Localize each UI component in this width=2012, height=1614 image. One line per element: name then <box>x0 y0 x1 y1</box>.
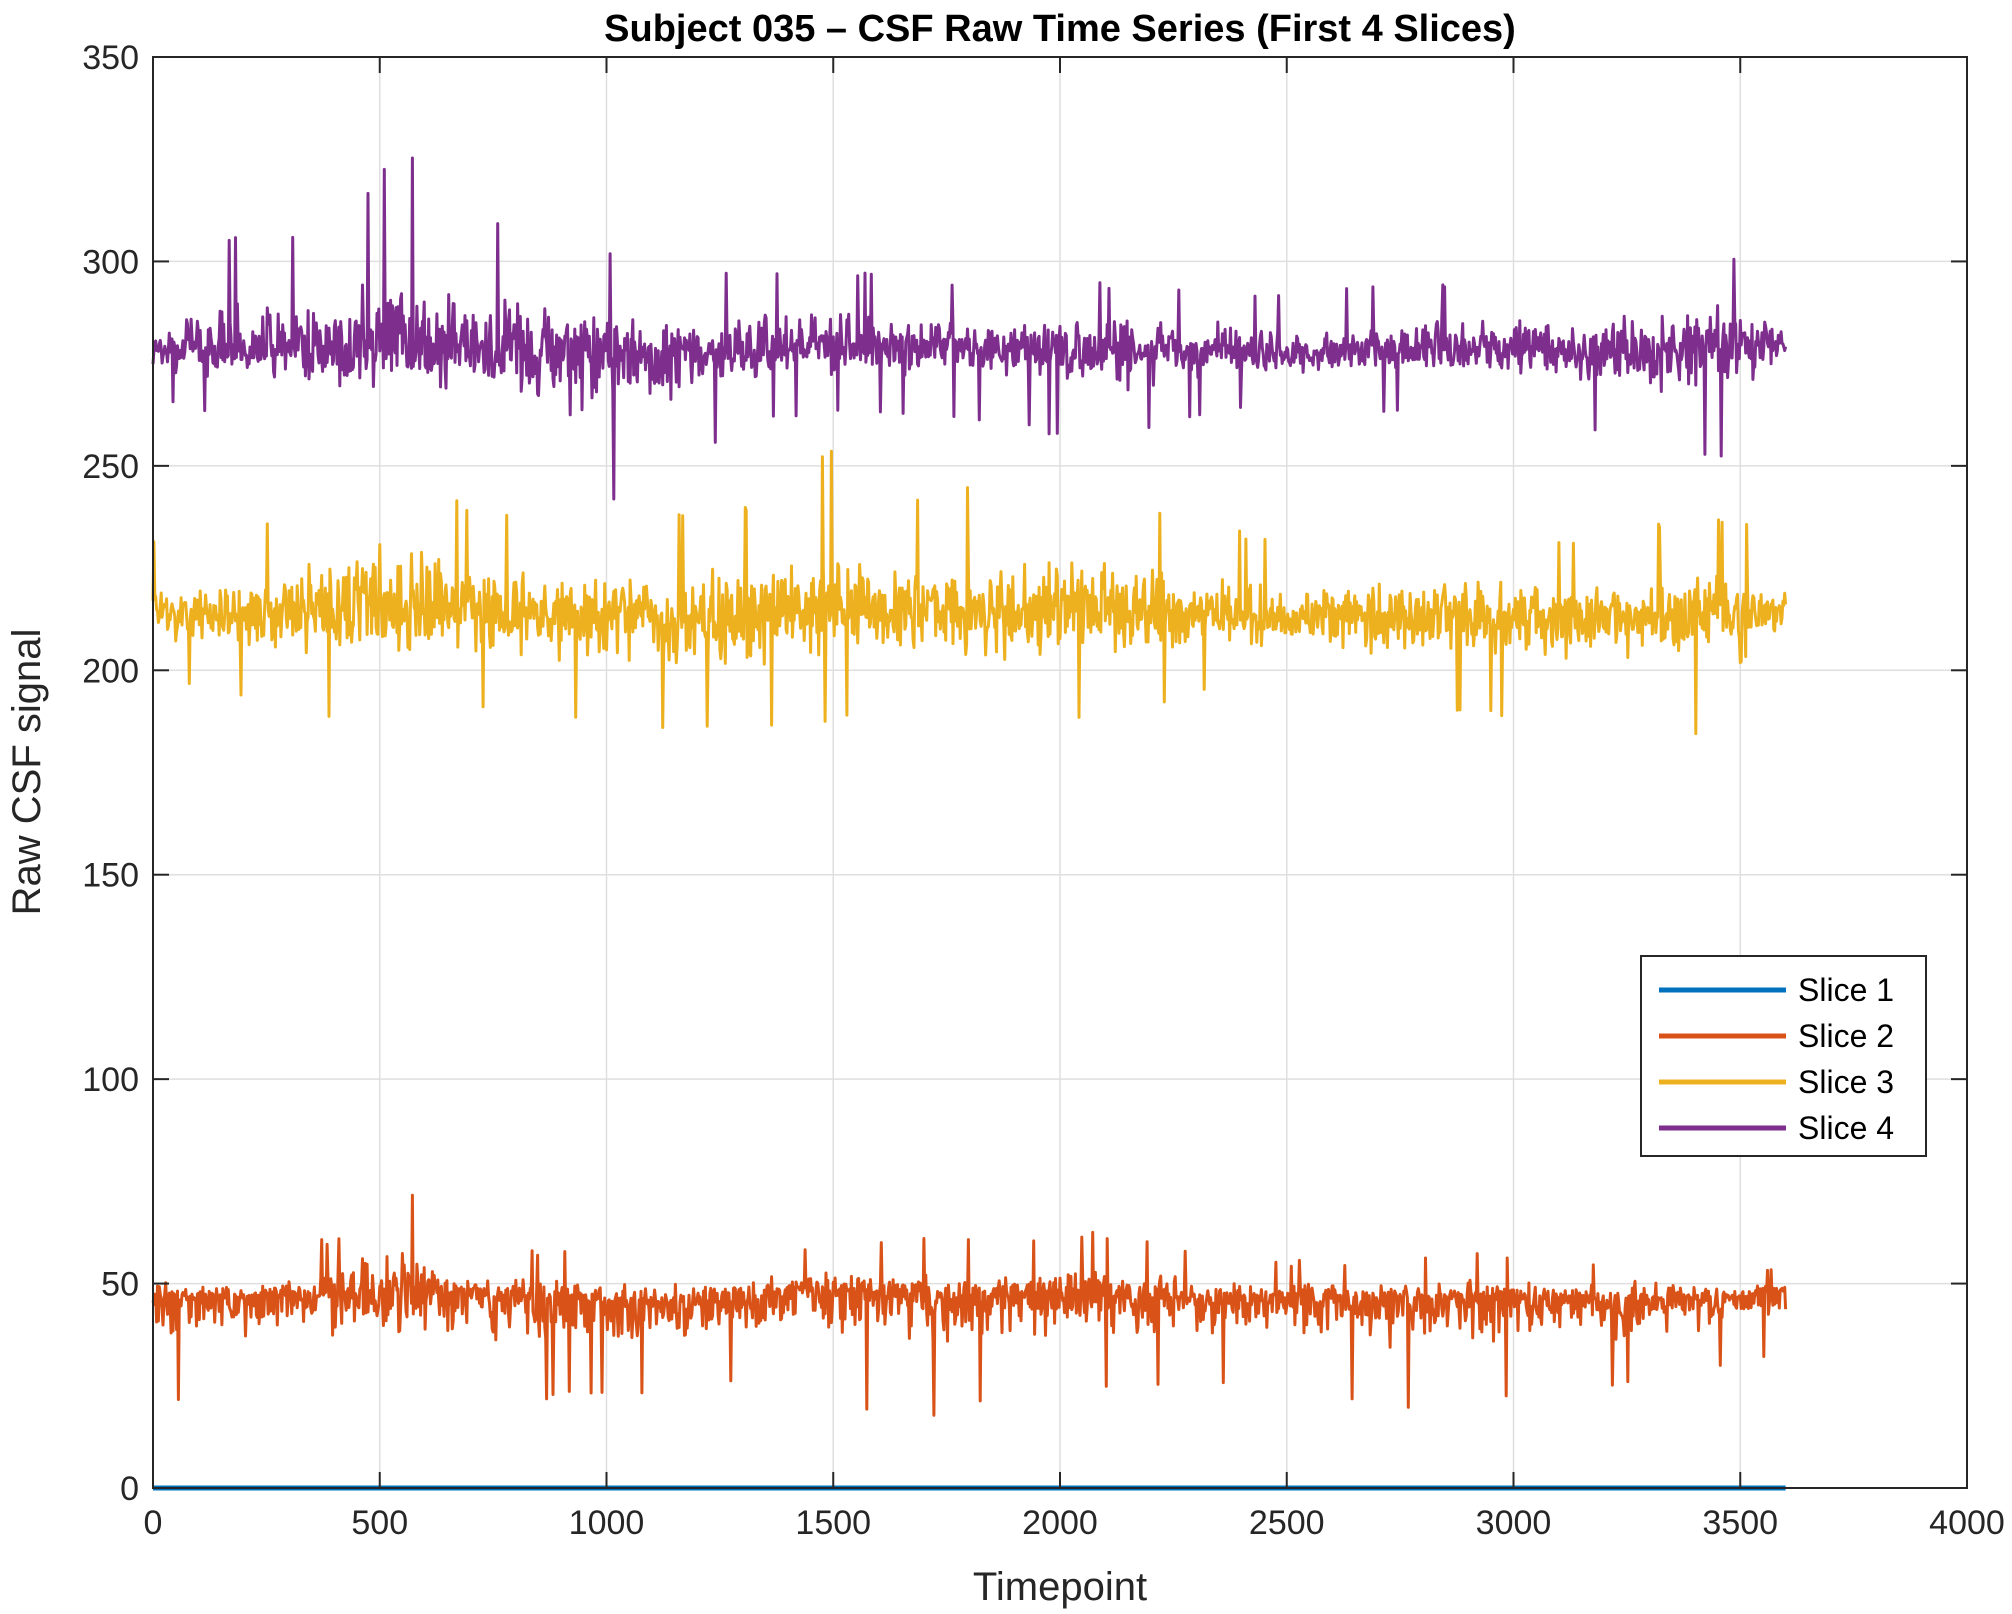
series-line-slice-4 <box>151 156 1788 501</box>
legend: Slice 1 Slice 2 Slice 3 Slice 4 <box>1640 955 1927 1157</box>
x-tick-label: 3000 <box>1476 1504 1552 1542</box>
y-tick-label: 100 <box>82 1061 139 1099</box>
x-tick-label: 4000 <box>1929 1504 2005 1542</box>
y-tick-label: 150 <box>82 857 139 895</box>
legend-label: Slice 4 <box>1798 1110 1894 1146</box>
legend-label: Slice 3 <box>1798 1064 1894 1100</box>
x-tick-label: 3500 <box>1702 1504 1778 1542</box>
chart-title: Subject 035 – CSF Raw Time Series (First… <box>604 8 1516 50</box>
legend-label: Slice 2 <box>1798 1018 1894 1054</box>
series-line-slice-2 <box>151 1193 1788 1417</box>
series-line-slice-3 <box>151 449 1788 736</box>
y-tick-label: 250 <box>82 448 139 486</box>
y-tick-label: 200 <box>82 652 139 690</box>
x-tick-label: 2000 <box>1022 1504 1098 1542</box>
x-tick-label: 1000 <box>569 1504 645 1542</box>
x-axis-label: Timepoint <box>973 1565 1147 1609</box>
x-tick-label: 500 <box>351 1504 408 1542</box>
x-tick-label: 0 <box>144 1504 163 1542</box>
y-tick-label: 300 <box>82 243 139 281</box>
x-tick-label: 1500 <box>795 1504 871 1542</box>
y-tick-label: 50 <box>101 1266 139 1304</box>
y-tick-label: 0 <box>120 1470 139 1508</box>
y-axis-label: Raw CSF signal <box>5 629 49 916</box>
legend-label: Slice 1 <box>1798 972 1894 1008</box>
x-tick-label: 2500 <box>1249 1504 1325 1542</box>
axis-ticks: 0 500 1000 1500 2000 2500 3000 3500 4000 0 50 100 15… <box>82 39 2005 1542</box>
y-tick-label: 350 <box>82 39 139 77</box>
